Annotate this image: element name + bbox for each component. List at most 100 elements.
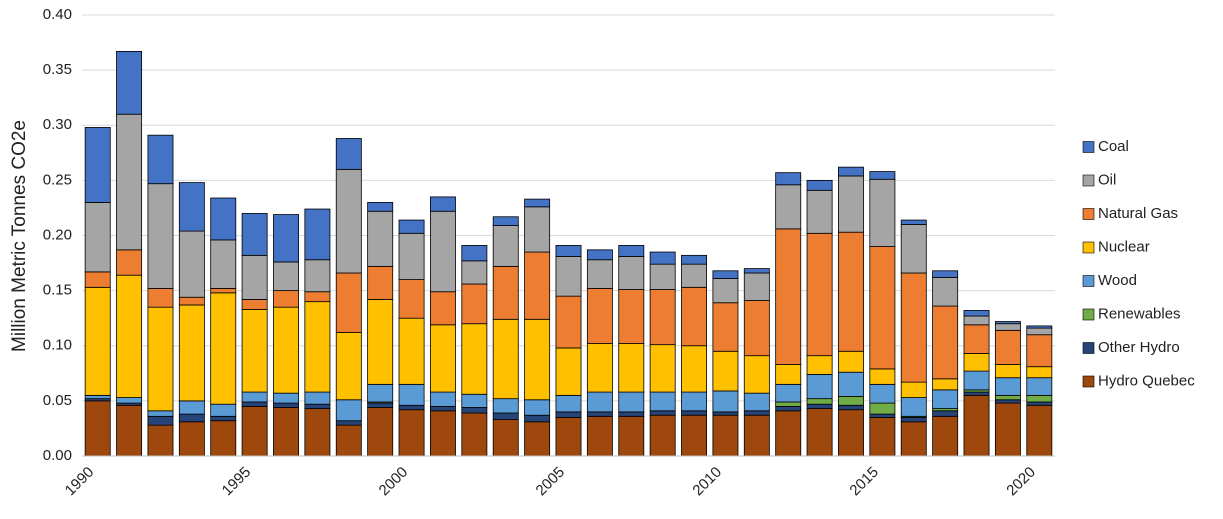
bar-segment: [429, 324, 456, 393]
bar-segment: [618, 289, 645, 344]
bar-segment: [586, 288, 613, 344]
bar-segment: [492, 265, 519, 320]
y-tick-label: 0.10: [43, 337, 72, 354]
bar-segment: [116, 249, 143, 276]
x-tick-label: 2005: [533, 464, 569, 500]
bar-segment: [743, 355, 770, 394]
bar-segment: [84, 127, 111, 203]
bar-segment: [775, 228, 802, 365]
x-tick-label: 2000: [376, 464, 412, 500]
bar-segment: [806, 398, 833, 405]
legend-swatch: [1082, 241, 1095, 254]
y-tick-label: 0.35: [43, 61, 72, 78]
bar-segment: [775, 364, 802, 385]
bar-segment: [932, 305, 959, 380]
bar-segment: [869, 383, 896, 404]
bar-segment: [586, 391, 613, 413]
bar-segment: [210, 288, 237, 294]
bar-segment: [116, 50, 143, 115]
x-tick-label: 2015: [846, 464, 882, 500]
bar-segment: [649, 251, 676, 265]
bar-segment: [586, 415, 613, 457]
bar-segment: [806, 408, 833, 457]
bar-segment: [429, 196, 456, 212]
bar-segment: [806, 232, 833, 357]
bar-segment: [712, 350, 739, 392]
bar-segment: [147, 410, 174, 417]
bar-segment: [210, 403, 237, 417]
bar-segment: [681, 414, 708, 457]
legend-label: Other Hydro: [1098, 339, 1180, 356]
bar-segment: [994, 377, 1021, 396]
bar-segment: [304, 408, 331, 457]
bar-segment: [869, 368, 896, 385]
bar-segment: [775, 184, 802, 230]
bar-segment: [900, 219, 927, 225]
bar-segment: [429, 291, 456, 326]
bar-segment: [963, 370, 990, 391]
bar-segment: [681, 410, 708, 416]
bar-segment: [84, 286, 111, 396]
bar-segment: [304, 301, 331, 393]
bar-segment: [838, 231, 864, 352]
bar-segment: [806, 355, 833, 375]
legend-swatch: [1082, 308, 1095, 321]
bar-segment: [1026, 334, 1053, 368]
bar-segment: [241, 405, 268, 457]
legend-swatch: [1082, 208, 1095, 220]
bar-segment: [304, 391, 331, 405]
bar-segment: [775, 405, 802, 412]
bar-segment: [116, 397, 143, 404]
bar-segment: [241, 391, 268, 403]
bar-segment: [210, 197, 237, 241]
bar-segment: [712, 414, 739, 457]
bar-segment: [524, 198, 551, 208]
legend-label: Nuclear: [1098, 238, 1150, 255]
bar-segment: [681, 254, 708, 265]
bar-segment: [335, 399, 362, 422]
bar-segment: [649, 289, 676, 346]
bar-segment: [524, 251, 551, 320]
bar-segment: [335, 138, 362, 170]
bar-segment: [743, 300, 770, 357]
bar-segment: [900, 421, 927, 457]
bar-segment: [398, 232, 425, 280]
bar-segment: [429, 410, 456, 457]
bar-segment: [681, 263, 708, 288]
legend-swatch: [1082, 342, 1095, 354]
bar-segment: [304, 291, 331, 303]
bar-segment: [712, 278, 739, 304]
bar-segment: [1026, 325, 1053, 329]
bar-segment: [461, 323, 488, 395]
bar-segment: [304, 403, 331, 409]
bar-segment: [398, 404, 425, 411]
y-tick-label: 0.40: [43, 6, 72, 23]
bar-segment: [1026, 327, 1053, 336]
bar-segment: [492, 225, 519, 267]
bar-segment: [178, 230, 205, 298]
bar-segment: [492, 398, 519, 414]
bar-segment: [806, 179, 833, 191]
legend-swatch: [1082, 141, 1095, 153]
bar-segment: [555, 417, 582, 457]
bar-segment: [838, 166, 864, 177]
bar-segment: [398, 279, 425, 319]
bar-segment: [838, 396, 864, 406]
bar-segment: [649, 414, 676, 457]
bar-segment: [994, 402, 1021, 457]
bar-segment: [335, 272, 362, 333]
bar-segment: [1026, 394, 1053, 403]
bar-segment: [273, 392, 299, 404]
bar-segment: [210, 415, 237, 422]
bar-segment: [367, 202, 394, 212]
legend-label: Hydro Quebec: [1098, 372, 1195, 389]
bar-segment: [555, 411, 582, 418]
bar-segment: [273, 290, 299, 308]
bar-segment: [932, 410, 959, 417]
bar-segment: [618, 343, 645, 393]
bar-segment: [649, 263, 676, 290]
y-tick-label: 0.20: [43, 226, 72, 243]
bar-segment: [241, 213, 268, 256]
bar-segment: [524, 421, 551, 457]
bar-segment: [712, 411, 739, 416]
